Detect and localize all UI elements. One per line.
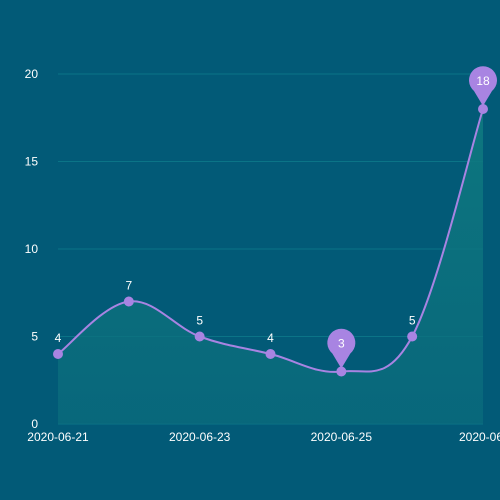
y-tick-label: 15 <box>25 155 39 169</box>
data-label: 7 <box>125 279 132 293</box>
x-tick-label: 2020-06- <box>459 430 500 444</box>
y-tick-label: 0 <box>31 417 38 431</box>
data-point <box>123 296 134 307</box>
data-points <box>53 104 488 377</box>
x-tick-label: 2020-06-25 <box>311 430 373 444</box>
pin-marker <box>469 66 497 106</box>
x-axis-labels: 2020-06-21 2020-06-23 2020-06-25 2020-06- <box>27 430 500 444</box>
pin-label: 18 <box>476 74 490 88</box>
data-labels: 4 7 5 4 5 <box>55 279 416 346</box>
pin-marker <box>327 328 356 369</box>
y-axis-labels: 0 5 10 15 20 <box>25 67 39 431</box>
pin-label: 3 <box>338 337 345 351</box>
data-label: 4 <box>267 331 274 345</box>
data-point <box>407 331 418 342</box>
y-tick-label: 10 <box>25 242 39 256</box>
y-tick-label: 20 <box>25 67 39 81</box>
area-fill <box>58 109 483 424</box>
pin-markers: 3 18 <box>327 66 497 369</box>
data-point <box>53 349 63 359</box>
y-tick-label: 5 <box>31 330 38 344</box>
data-point <box>478 104 488 114</box>
data-label: 4 <box>55 331 62 345</box>
data-label: 5 <box>409 314 416 328</box>
x-tick-label: 2020-06-23 <box>169 430 231 444</box>
data-point <box>336 366 347 377</box>
data-label: 5 <box>196 314 203 328</box>
data-point <box>194 331 205 342</box>
x-tick-label: 2020-06-21 <box>27 430 89 444</box>
data-point <box>265 349 276 359</box>
